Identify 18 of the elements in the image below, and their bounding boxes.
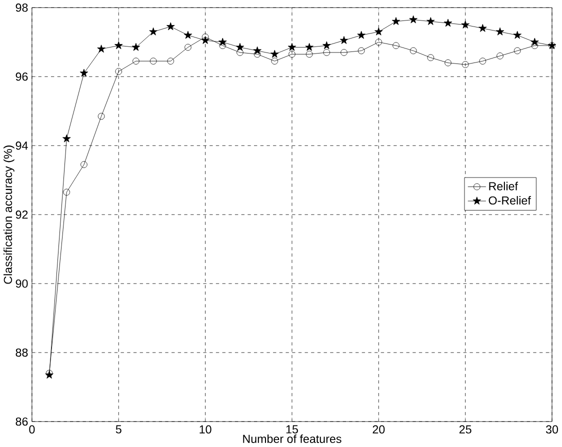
y-tick-label: 86 <box>16 418 28 426</box>
legend-label: O-Relief <box>488 196 531 205</box>
y-tick-label: 88 <box>16 348 28 357</box>
x-tick-label: 30 <box>546 426 558 434</box>
x-tick-label: 25 <box>459 426 472 434</box>
x-tick-label: 0 <box>29 426 35 434</box>
x-tick-label: 20 <box>372 426 385 434</box>
x-axis-title: Number of features <box>243 434 342 444</box>
y-tick-label: 98 <box>16 4 28 12</box>
y-axis-title: Classification accuracy (%) <box>4 146 14 284</box>
x-tick-label: 5 <box>116 426 122 434</box>
y-tick-label: 96 <box>16 72 28 81</box>
y-tick-label: 90 <box>16 280 28 288</box>
y-tick-label: 92 <box>16 210 28 219</box>
x-tick-label: 10 <box>200 426 212 434</box>
y-tick-label: 94 <box>16 142 28 150</box>
legend-label: Relief <box>489 182 518 191</box>
x-tick-label: 15 <box>286 426 298 434</box>
